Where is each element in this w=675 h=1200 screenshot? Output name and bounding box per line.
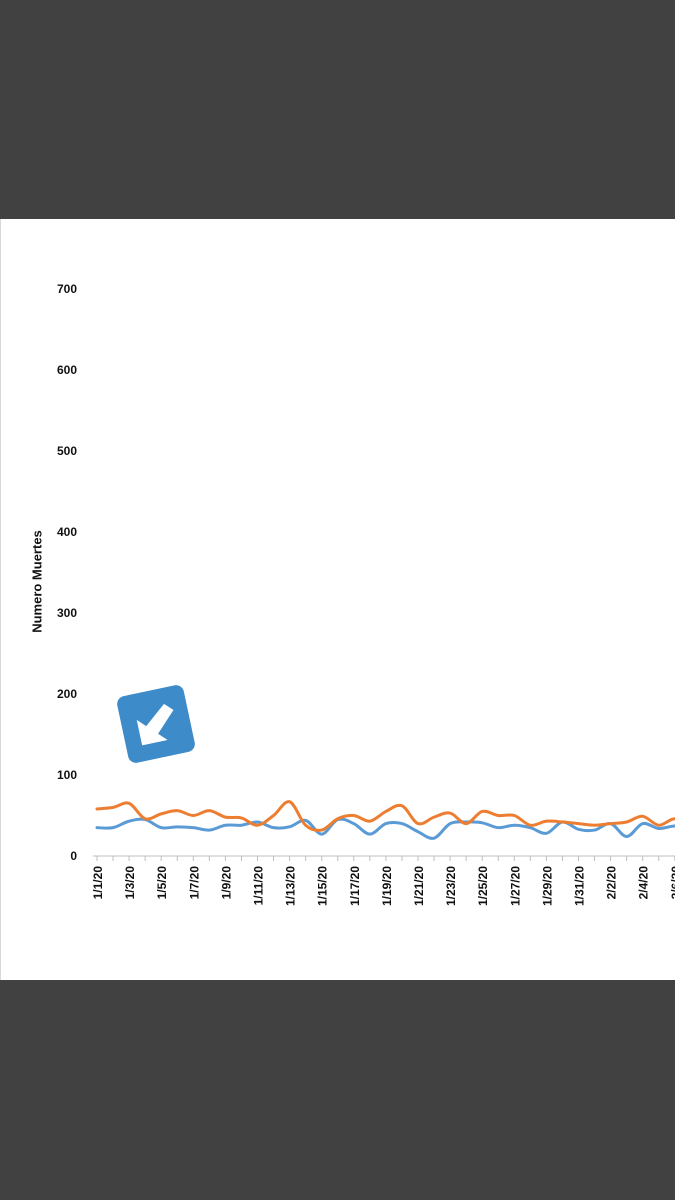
- y-axis-ticks: 0 100 200 300 400 500 600 700: [57, 282, 77, 863]
- x-tick-label: 1/15/20: [316, 866, 330, 906]
- x-tick-label: 1/27/20: [508, 866, 522, 906]
- x-tick-label: 2/4/20: [637, 866, 651, 900]
- x-tick-label: 1/25/20: [476, 866, 490, 906]
- top-letterbox: [0, 0, 675, 219]
- y-tick-label: 300: [57, 606, 77, 620]
- y-tick-label: 700: [57, 282, 77, 296]
- x-tick-label: 1/17/20: [348, 866, 362, 906]
- x-tick-label: 1/7/20: [187, 866, 201, 900]
- arrow-down-left-icon[interactable]: [114, 682, 198, 766]
- y-tick-label: 400: [57, 525, 77, 539]
- x-tick-label: 1/3/20: [123, 866, 137, 900]
- y-tick-label: 0: [70, 849, 77, 863]
- y-tick-label: 100: [57, 768, 77, 782]
- x-tick-label: 2/6/20: [669, 866, 675, 900]
- x-tick-label: 1/21/20: [412, 866, 426, 906]
- arrow-shape: [136, 703, 174, 746]
- chart-panel: 0 100 200 300 400 500 600 700 1/1/20 1/3/20 1/5/2…: [0, 219, 675, 980]
- bottom-letterbox: [0, 980, 675, 1200]
- y-tick-label: 600: [57, 363, 77, 377]
- x-tick-label: 1/11/20: [252, 866, 266, 906]
- x-tick-label: 1/13/20: [284, 866, 298, 906]
- x-axis-ticks: 1/1/20 1/3/20 1/5/20 1/7/20 1/9/20 1/11/20 1/1…: [91, 856, 675, 906]
- x-tick-label: 1/1/20: [91, 866, 105, 900]
- series-line-2: [95, 800, 675, 832]
- x-tick-label: 1/9/20: [219, 866, 233, 900]
- x-tick-label: 1/31/20: [573, 866, 587, 906]
- x-tick-label: 1/5/20: [155, 866, 169, 900]
- line-chart: 0 100 200 300 400 500 600 700 1/1/20 1/3/20 1/5/2…: [57, 282, 675, 906]
- y-tick-label: 500: [57, 444, 77, 458]
- y-axis-label-text: Numero Muertes: [29, 530, 45, 633]
- x-tick-label: 1/29/20: [540, 866, 554, 906]
- x-tick-label: 2/2/20: [605, 866, 619, 900]
- series-layer: [95, 800, 675, 840]
- x-tick-label: 1/19/20: [380, 866, 394, 906]
- y-tick-label: 200: [57, 687, 77, 701]
- series-line-1: [95, 817, 675, 840]
- x-tick-label: 1/23/20: [444, 866, 458, 906]
